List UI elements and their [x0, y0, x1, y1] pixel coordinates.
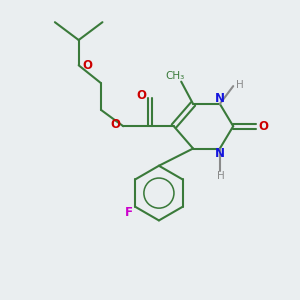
Text: N: N	[215, 92, 225, 105]
Text: CH₃: CH₃	[165, 71, 184, 81]
Text: O: O	[137, 89, 147, 102]
Text: F: F	[125, 206, 133, 219]
Text: O: O	[82, 59, 92, 72]
Text: H: H	[218, 171, 225, 181]
Text: H: H	[236, 80, 244, 90]
Text: N: N	[215, 147, 225, 161]
Text: O: O	[110, 118, 120, 131]
Text: O: O	[259, 120, 269, 133]
